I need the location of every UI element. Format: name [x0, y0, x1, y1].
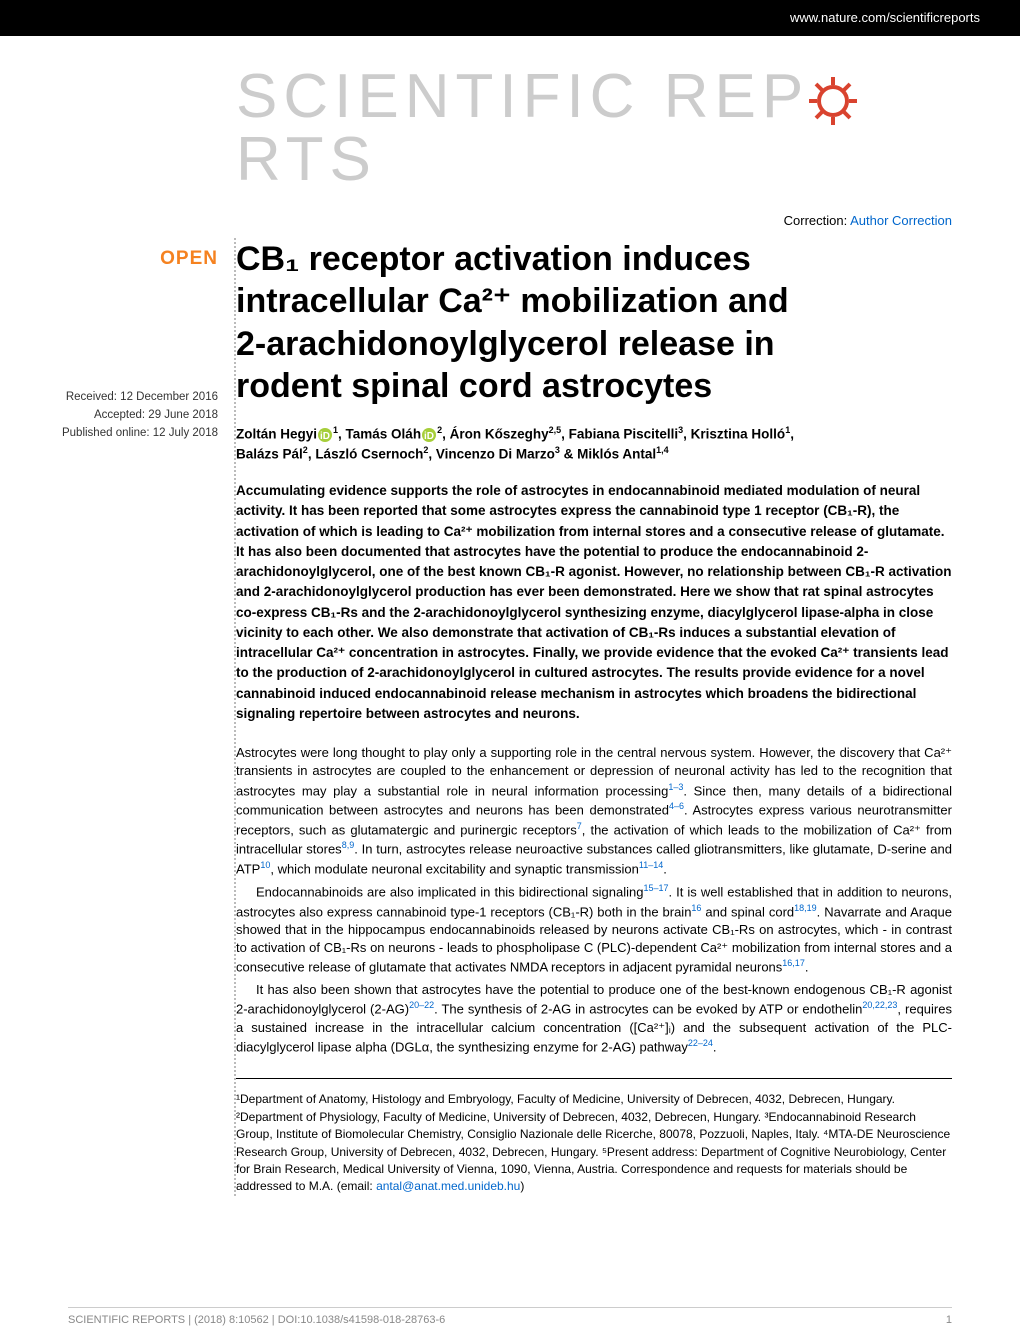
title-line-4: rodent spinal cord astrocytes: [236, 367, 712, 405]
footer-citation: SCIENTIFIC REPORTS | (2018) 8:10562 | DO…: [68, 1314, 445, 1326]
author-4: , Fabiana Piscitelli: [561, 426, 678, 441]
correction-notice: Correction: Author Correction: [0, 213, 1020, 228]
author-2: , Tamás Oláh: [338, 426, 421, 441]
logo-right-a: REP: [664, 62, 809, 131]
author-9: & Miklós Antal: [560, 447, 656, 462]
title-line-3: 2-arachidonoylglycerol release in: [236, 325, 775, 363]
article-title: CB₁ receptor activation induces intracel…: [236, 238, 952, 408]
ref-link[interactable]: 16,17: [782, 958, 805, 968]
gear-icon: [805, 73, 861, 129]
content-wrap: OPEN Received: 12 December 2016 Accepted…: [0, 228, 1020, 1196]
journal-url-header: www.nature.com/scientificreports: [0, 0, 1020, 36]
title-line-2: intracellular Ca²⁺ mobilization and: [236, 282, 789, 320]
ref-link[interactable]: 4–6: [669, 801, 684, 811]
sidebar: OPEN Received: 12 December 2016 Accepted…: [24, 238, 236, 1196]
body-para-3: It has also been shown that astrocytes h…: [236, 981, 952, 1056]
author-7: , László Csernoch: [308, 447, 424, 462]
author-3-affil: 2,5: [549, 425, 562, 435]
ref-link[interactable]: 16: [691, 903, 701, 913]
page-footer: SCIENTIFIC REPORTS | (2018) 8:10562 | DO…: [68, 1307, 952, 1326]
page-number: 1: [946, 1314, 952, 1326]
correction-label: Correction:: [784, 213, 848, 228]
authors-list: Zoltán HegyiiD1, Tamás OláhiD2, Áron Kős…: [236, 424, 952, 466]
ref-link[interactable]: 15–17: [643, 883, 668, 893]
footer-doi: | (2018) 8:10562 | DOI:10.1038/s41598-01…: [185, 1314, 445, 1326]
journal-logo: SCIENTIFIC REPRTS: [236, 66, 952, 191]
abstract: Accumulating evidence supports the role …: [236, 481, 952, 724]
article-dates: Received: 12 December 2016 Accepted: 29 …: [24, 388, 218, 443]
body-para-2: Endocannabinoids are also implicated in …: [236, 882, 952, 977]
ref-link[interactable]: 10: [260, 860, 270, 870]
date-published: Published online: 12 July 2018: [24, 424, 218, 442]
ref-link[interactable]: 11–14: [639, 860, 663, 870]
main-column: CB₁ receptor activation induces intracel…: [236, 238, 952, 1196]
logo-area: SCIENTIFIC REP RTS: [0, 36, 1020, 201]
body-para-1: Astrocytes were long thought to play onl…: [236, 744, 952, 878]
ref-link[interactable]: 18,19: [794, 903, 817, 913]
ref-link[interactable]: 22–24: [688, 1038, 713, 1048]
svg-text:iD: iD: [320, 431, 330, 442]
author-6: Balázs Pál: [236, 447, 303, 462]
author-8: , Vincenzo Di Marzo: [428, 447, 555, 462]
affiliations: ¹Department of Anatomy, Histology and Em…: [236, 1078, 952, 1195]
svg-text:iD: iD: [424, 431, 434, 442]
logo-left: SCIENTIFIC: [236, 62, 640, 131]
footer-journal: SCIENTIFIC REPORTS: [68, 1314, 185, 1326]
corresponding-email[interactable]: antal@anat.med.unideb.hu: [376, 1179, 520, 1193]
ref-link[interactable]: 8,9: [342, 840, 355, 850]
author-9-affil: 1,4: [656, 445, 669, 455]
ref-link[interactable]: 20–22: [409, 1000, 434, 1010]
date-received: Received: 12 December 2016: [24, 388, 218, 406]
open-access-badge: OPEN: [24, 248, 218, 270]
logo-right-b: RTS: [236, 125, 377, 194]
orcid-icon[interactable]: iD: [318, 428, 332, 442]
author-1: Zoltán Hegyi: [236, 426, 317, 441]
ref-link[interactable]: 1–3: [668, 782, 683, 792]
author-5: , Krisztina Holló: [683, 426, 785, 441]
author-3: , Áron Kőszeghy: [442, 426, 549, 441]
affiliations-text: ¹Department of Anatomy, Histology and Em…: [236, 1092, 950, 1193]
journal-url[interactable]: www.nature.com/scientificreports: [790, 10, 980, 25]
correction-link[interactable]: Author Correction: [850, 213, 952, 228]
ref-link[interactable]: 20,22,23: [862, 1000, 897, 1010]
title-line-1: CB₁ receptor activation induces: [236, 240, 751, 278]
date-accepted: Accepted: 29 June 2018: [24, 406, 218, 424]
orcid-icon[interactable]: iD: [422, 428, 436, 442]
